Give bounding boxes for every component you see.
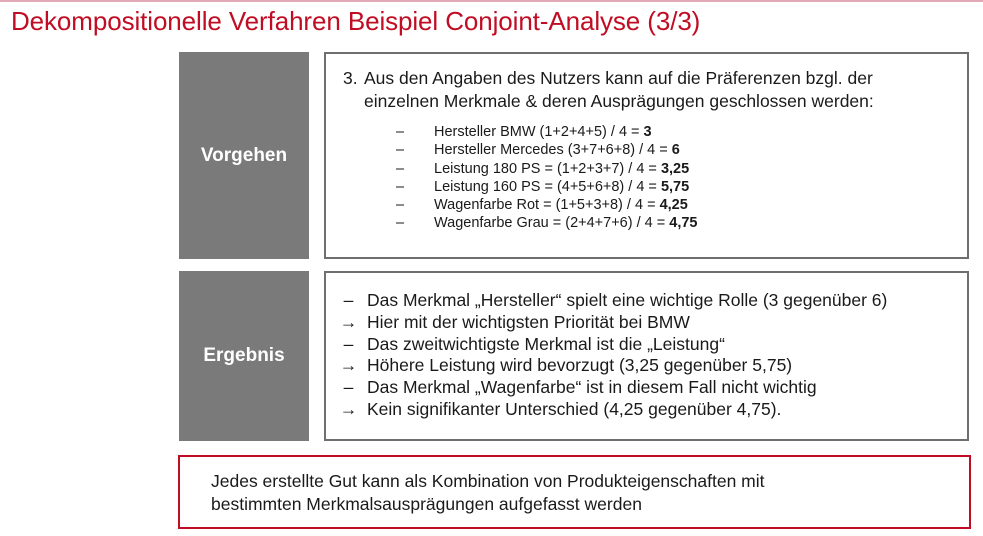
result-list: – Das Merkmal „Hersteller“ spielt eine wi… [330, 290, 888, 421]
dash-bullet: – [396, 178, 405, 195]
intro-number: 3. [343, 68, 358, 88]
vorgehen-label: Vorgehen [200, 144, 288, 166]
item-value: 3,25 [660, 160, 690, 177]
item-text: Leistung 160 PS = (4+5+6+8) / 4 = [434, 178, 657, 195]
list-item: → Kein signifikanter Unterschied (4,25 ge… [330, 399, 887, 421]
list-item: – Leistung 160 PS = (4+5+6+8) / 4 = 5,75 [396, 178, 697, 196]
list-item: → Höhere Leistung wird bevorzugt (3,25 ge… [330, 355, 887, 377]
arrow-right-icon: → [339, 398, 358, 419]
arrow-right-icon: → [339, 311, 358, 332]
item-value: 4,75 [669, 215, 698, 232]
item-value: 4,25 [659, 197, 688, 214]
intro-line-1: Aus den Angaben des Nutzers kann auf die… [364, 68, 873, 88]
list-item: – Wagenfarbe Rot = (1+5+3+8) / 4 = 4,25 [396, 196, 697, 214]
item-text: Hier mit der wichtigsten Priorität bei B… [367, 311, 690, 332]
dash-bullet: – [396, 215, 405, 232]
intro-line-2: einzelnen Merkmale & deren Ausprägungen … [364, 91, 874, 111]
dash-bullet: – [343, 333, 354, 354]
vorgehen-content-box: 3. Aus den Angaben des Nutzers kann auf d… [324, 52, 969, 259]
item-text: Wagenfarbe Grau = (2+4+7+6) / 4 = [434, 215, 666, 232]
item-text: Das zweitwichtigste Merkmal ist die „Lei… [367, 333, 725, 354]
note-line-1: Jedes erstellte Gut kann als Kombination… [211, 471, 765, 491]
dash-bullet: – [396, 124, 405, 140]
ergebnis-content-box: – Das Merkmal „Hersteller“ spielt eine wi… [324, 271, 969, 441]
ergebnis-label-box: Ergebnis [179, 271, 309, 441]
list-item: – Das Merkmal „Wagenfarbe“ ist in diesem … [330, 377, 887, 399]
preference-list: – Hersteller BMW (1+2+4+5) / 4 = 3 – Herst… [396, 123, 697, 233]
list-item: → Hier mit der wichtigsten Priorität bei … [330, 312, 887, 334]
item-text: Wagenfarbe Rot = (1+5+3+8) / 4 = [434, 197, 656, 214]
list-item: – Das zweitwichtigste Merkmal ist die „Le… [330, 334, 887, 356]
dash-bullet: – [396, 142, 405, 159]
ergebnis-label: Ergebnis [203, 345, 285, 366]
list-item: – Wagenfarbe Grau = (2+4+7+6) / 4 = 4,75 [396, 214, 697, 232]
item-text: Leistung 180 PS = (1+2+3+7) / 4 = [434, 160, 657, 177]
list-item: – Hersteller Mercedes (3+7+6+8) / 4 = 6 [396, 141, 697, 159]
vorgehen-label-box: Vorgehen [179, 52, 309, 259]
top-divider [0, 0, 983, 2]
summary-note: Jedes erstellte Gut kann als Kombination… [211, 470, 765, 516]
vorgehen-intro: 3. Aus den Angaben des Nutzers kann auf d… [343, 67, 958, 113]
list-item: – Das Merkmal „Hersteller“ spielt eine wi… [330, 290, 888, 312]
dash-bullet: – [396, 197, 405, 214]
item-text: Kein signifikanter Unterschied (4,25 geg… [367, 398, 782, 419]
item-text: Höhere Leistung wird bevorzugt (3,25 geg… [367, 355, 793, 376]
summary-note-box: Jedes erstellte Gut kann als Kombination… [178, 455, 971, 529]
dash-bullet: – [396, 160, 405, 177]
note-line-2: bestimmten Merkmalsausprägungen aufgefas… [211, 494, 642, 514]
list-item: – Hersteller BMW (1+2+4+5) / 4 = 3 [396, 123, 697, 141]
item-text: Hersteller BMW (1+2+4+5) / 4 = [434, 124, 640, 140]
item-text: Das Merkmal „Hersteller“ spielt eine wic… [367, 290, 888, 310]
item-text: Hersteller Mercedes (3+7+6+8) / 4 = [434, 142, 668, 159]
item-text: Das Merkmal „Wagenfarbe“ ist in diesem F… [367, 377, 817, 398]
page-title: Dekompositionelle Verfahren Beispiel Con… [11, 6, 701, 36]
dash-bullet: – [343, 377, 354, 398]
dash-bullet: – [343, 290, 354, 310]
item-value: 6 [671, 142, 680, 159]
list-item: – Leistung 180 PS = (1+2+3+7) / 4 = 3,25 [396, 160, 697, 178]
arrow-right-icon: → [339, 355, 358, 376]
item-value: 5,75 [660, 178, 690, 195]
item-value: 3 [643, 124, 652, 140]
